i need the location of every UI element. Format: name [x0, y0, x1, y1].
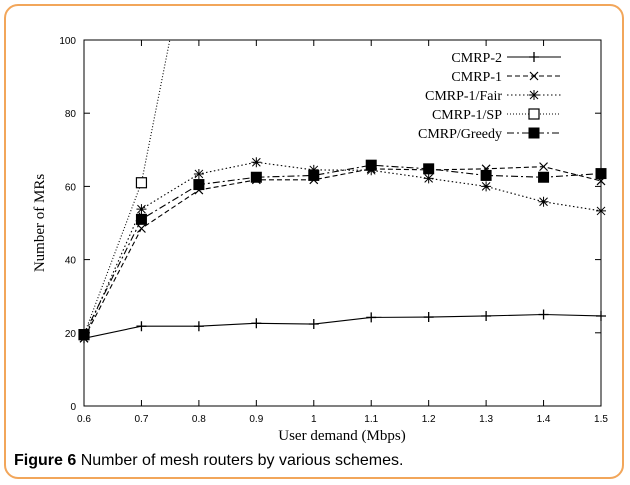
line-chart: 0.6 0.7 0.8 0.9 1 1.1 1.2 1.3 1.4 1.5 0 20 40 60 80 100… — [32, 36, 608, 444]
x-tick-label: 0.6 — [77, 414, 91, 425]
y-tick-label: 80 — [65, 109, 77, 120]
series-cmrp-greedy-point — [365, 159, 377, 171]
series-cmrp-1-line — [84, 166, 601, 339]
series-layer — [84, 40, 601, 339]
series-cmrp-1-fair-point — [481, 181, 492, 192]
series-cmrp-greedy-point — [480, 169, 492, 181]
series-cmrp-greedy-point — [250, 171, 262, 183]
y-tick-label: 0 — [70, 402, 76, 413]
series-cmrp-2-point — [481, 310, 492, 321]
series-cmrp-1-fair-point — [251, 157, 262, 168]
series-cmrp-2-point — [423, 312, 434, 323]
plot-area-border — [83, 39, 602, 407]
y-tick-label: 40 — [65, 256, 77, 267]
y-tick-label: 100 — [59, 36, 76, 47]
x-tick-label: 0.9 — [249, 414, 263, 425]
legend-cmrp-greedy-marker — [528, 127, 540, 139]
series-cmrp-2-point — [251, 318, 262, 329]
series-cmrp-1-fair-point — [423, 173, 434, 184]
x-tick-label: 1.1 — [364, 414, 378, 425]
marker-layer — [78, 157, 607, 344]
series-cmrp-1-fair-point — [193, 168, 204, 179]
figure-caption-text: Number of mesh routers by various scheme… — [80, 452, 404, 469]
x-tick-label: 0.8 — [192, 414, 206, 425]
legend-cmrp-1-marker — [529, 71, 539, 81]
y-tick-label: 60 — [65, 182, 77, 193]
x-tick-label: 0.7 — [134, 414, 148, 425]
legend-cmrp-1-fair-marker — [529, 90, 539, 100]
series-cmrp-greedy-point — [595, 168, 607, 180]
figure-label: Figure 6 — [14, 452, 77, 469]
series-cmrp-2-point — [308, 319, 319, 330]
series-cmrp-greedy-point — [135, 213, 147, 225]
series-cmrp-1-fair-line — [84, 161, 601, 339]
series-cmrp-2-point — [538, 309, 549, 320]
x-tick-label: 1.2 — [422, 414, 436, 425]
series-cmrp-1-fair-point — [136, 204, 147, 215]
legend-cmrp-1-fair-label: CMRP-1/Fair — [425, 89, 502, 104]
y-tick-label: 20 — [65, 329, 77, 340]
series-cmrp-greedy-point — [423, 163, 435, 175]
series-cmrp-greedy-line — [84, 164, 601, 335]
x-tick-label: 1.4 — [537, 414, 551, 425]
figure-caption: Figure 6 Number of mesh routers by vario… — [14, 452, 614, 470]
series-cmrp-1-point — [137, 224, 146, 233]
x-tick-label: 1 — [311, 414, 317, 425]
series-cmrp-1-point — [539, 162, 548, 172]
series-cmrp-greedy-point — [78, 329, 90, 341]
series-cmrp-1-sp-point — [135, 177, 148, 189]
series-cmrp-2-point — [366, 312, 377, 323]
legend-cmrp-1-sp-marker — [528, 108, 540, 120]
figure-frame — [4, 4, 624, 479]
series-cmrp-2-point — [193, 321, 204, 332]
legend-cmrp-1-sp-label: CMRP-1/SP — [432, 108, 502, 123]
series-cmrp-2-point — [596, 310, 606, 321]
legend-cmrp-2-marker — [529, 52, 539, 62]
y-axis-label: Number of MRs — [32, 174, 48, 272]
series-cmrp-1-fair-point — [596, 205, 606, 216]
legend: CMRP-2 CMRP-1 CMRP-1/Fair CMRP-1/SP CMRP/Gre… — [418, 51, 561, 142]
legend-cmrp-1-label: CMRP-1 — [451, 70, 502, 85]
series-cmrp-1-fair-point — [538, 196, 549, 207]
series-cmrp-greedy-point — [538, 171, 550, 183]
series-cmrp-2-line — [84, 313, 601, 339]
legend-cmrp-2-label: CMRP-2 — [451, 51, 502, 66]
legend-cmrp-greedy-label: CMRP/Greedy — [418, 127, 502, 142]
series-cmrp-2-point — [136, 321, 147, 332]
x-tick-label: 1.3 — [479, 414, 493, 425]
series-cmrp-1-sp-line — [84, 40, 171, 335]
series-cmrp-greedy-point — [308, 169, 320, 181]
axes: 0.6 0.7 0.8 0.9 1 1.1 1.2 1.3 1.4 1.5 0 20 40 60 80 100 — [59, 36, 608, 425]
x-axis-label: User demand (Mbps) — [278, 428, 405, 444]
series-cmrp-greedy-point — [193, 179, 205, 191]
x-tick-label: 1.5 — [594, 414, 608, 425]
